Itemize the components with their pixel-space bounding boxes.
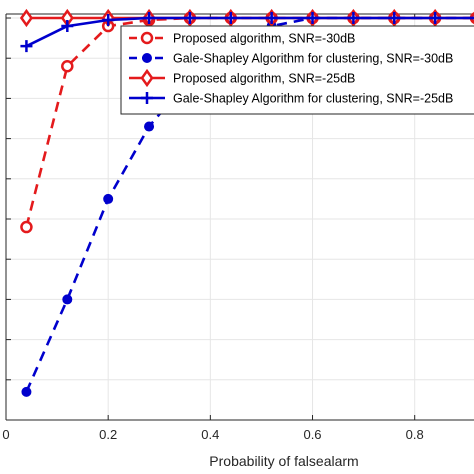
legend-entry-label: Proposed algorithm, SNR=-30dB <box>173 32 355 46</box>
series-4-point <box>102 14 115 27</box>
series-4-point <box>20 40 33 53</box>
axes: 0 0.2 0.4 0.6 0.8 <box>2 13 474 442</box>
series-4-point <box>470 16 474 20</box>
series-4-point <box>388 12 401 25</box>
series-4-point <box>143 12 156 25</box>
series-4 <box>20 12 474 53</box>
legend-swatch-marker <box>140 31 154 45</box>
series-4-point <box>183 12 196 25</box>
series-2-point <box>103 193 114 204</box>
series-1-point <box>20 220 33 234</box>
legend-entry-label: Gale-Shapley Algorithm for clustering, S… <box>173 92 453 106</box>
series-2-point <box>62 294 73 305</box>
series-4-point <box>306 12 319 25</box>
x-tick-label: 0.4 <box>201 427 219 442</box>
series-4-point <box>224 12 237 25</box>
x-tick-label: 0.8 <box>406 427 424 442</box>
legend-swatch-marker <box>142 53 152 63</box>
series-2-point <box>21 386 32 397</box>
x-tick-label: 0.6 <box>303 427 321 442</box>
x-tick-label: 0 <box>2 427 9 442</box>
series-4-point <box>265 12 278 25</box>
series-1-point <box>61 60 74 73</box>
series-4-point <box>429 12 442 25</box>
series-4-point <box>61 20 74 33</box>
legend-swatch-marker <box>141 92 153 104</box>
legend-swatch-marker <box>140 68 154 88</box>
series-layer <box>19 8 474 397</box>
x-axis-label: Probability of falsealarm <box>209 453 358 469</box>
x-tick-label: 0.2 <box>99 427 117 442</box>
series-3-point <box>19 8 33 28</box>
legend-entry-label: Gale-Shapley Algorithm for clustering, S… <box>173 52 453 66</box>
series-2-point <box>144 121 155 132</box>
legend: Proposed algorithm, SNR=-30dB Gale-Shaple… <box>120 25 474 115</box>
legend-box <box>120 25 474 115</box>
series-3 <box>19 8 474 28</box>
legend-entry-label: Proposed algorithm, SNR=-25dB <box>173 72 355 86</box>
series-4-line <box>25 16 474 48</box>
series-4-point <box>347 12 360 25</box>
